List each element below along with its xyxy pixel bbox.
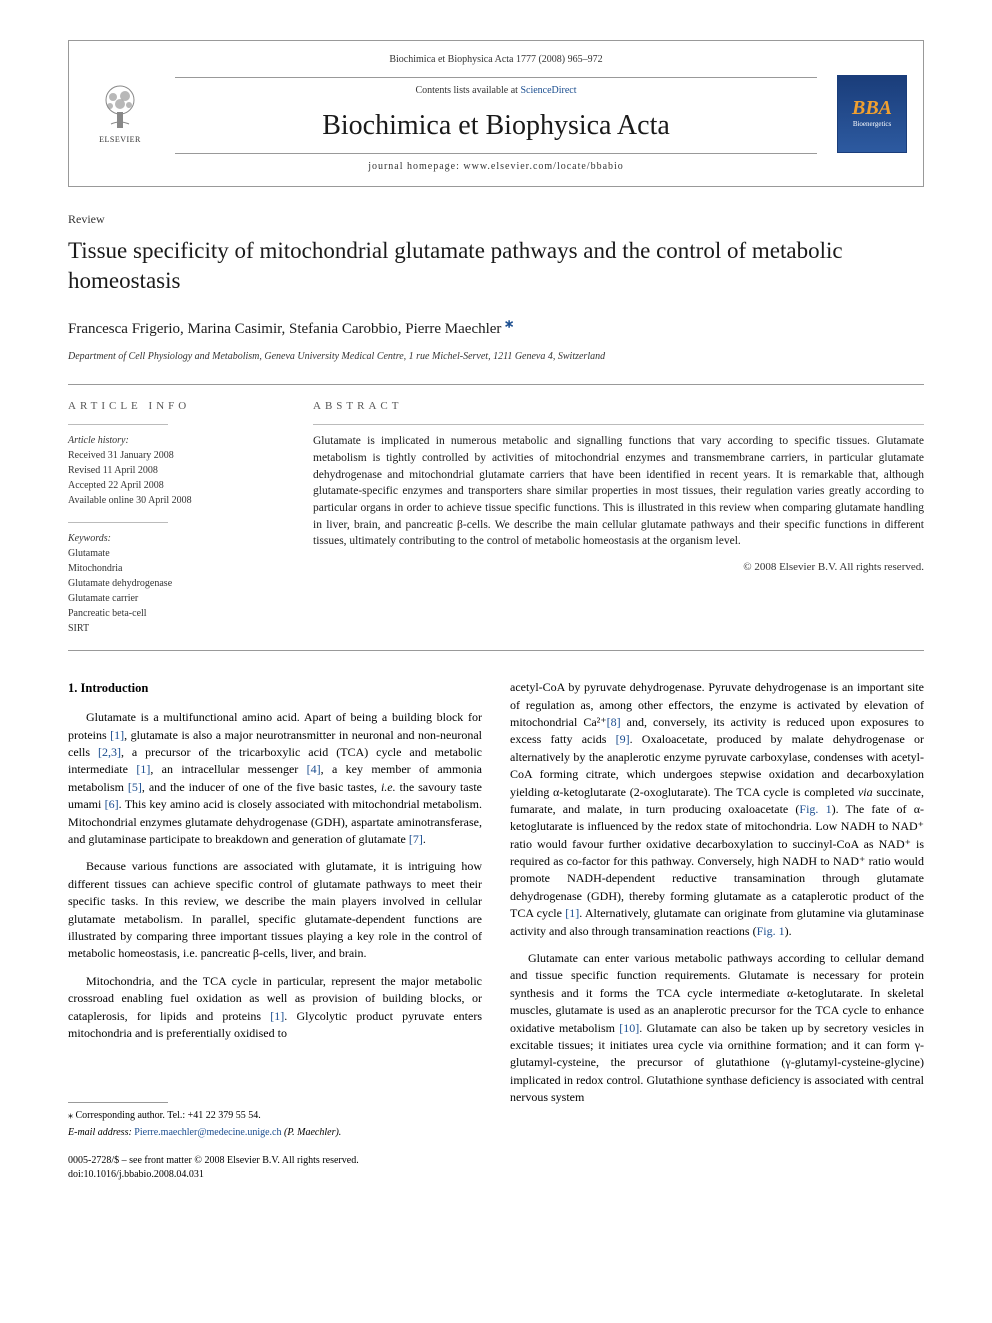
authors-line: Francesca Frigerio, Marina Casimir, Stef… — [68, 312, 924, 340]
body-column-left: 1. Introduction Glutamate is a multifunc… — [68, 679, 482, 1140]
bba-logo-small: Bioenergetics — [853, 120, 891, 130]
ref-link[interactable]: [1] — [565, 906, 579, 920]
issn-copyright-line: 0005-2728/$ – see front matter © 2008 El… — [68, 1154, 359, 1168]
abstract-heading: ABSTRACT — [313, 399, 924, 414]
email-label: E-mail address: — [68, 1127, 132, 1138]
contents-prefix: Contents lists available at — [415, 85, 520, 96]
ref-link[interactable]: [1] — [136, 762, 150, 776]
ref-link[interactable]: [2,3] — [98, 745, 121, 759]
info-abstract-row: ARTICLE INFO Article history: Received 3… — [68, 384, 924, 651]
ref-link[interactable]: [1] — [110, 728, 124, 742]
keyword-item: Pancreatic beta-cell — [68, 606, 273, 621]
keyword-item: Mitochondria — [68, 561, 273, 576]
authors-names: Francesca Frigerio, Marina Casimir, Stef… — [68, 321, 501, 337]
history-received: Received 31 January 2008 — [68, 448, 273, 463]
body-paragraph: Because various functions are associated… — [68, 858, 482, 962]
email-note: E-mail address: Pierre.maechler@medecine… — [68, 1126, 482, 1141]
contents-line: Contents lists available at ScienceDirec… — [175, 84, 817, 98]
elsevier-label: ELSEVIER — [99, 134, 141, 145]
abstract-column: ABSTRACT Glutamate is implicated in nume… — [313, 399, 924, 636]
citation-line: Biochimica et Biophysica Acta 1777 (2008… — [175, 53, 817, 67]
keywords-label: Keywords: — [68, 531, 273, 546]
elsevier-logo: ELSEVIER — [85, 75, 155, 153]
abstract-text: Glutamate is implicated in numerous meta… — [313, 433, 924, 550]
history-available: Available online 30 April 2008 — [68, 493, 273, 508]
ref-link[interactable]: [5] — [128, 780, 142, 794]
keywords-block: Keywords: Glutamate Mitochondria Glutama… — [68, 531, 273, 636]
keyword-item: Glutamate — [68, 546, 273, 561]
ref-link[interactable]: [4] — [307, 762, 321, 776]
figure-link[interactable]: Fig. 1 — [757, 924, 785, 938]
article-history: Article history: Received 31 January 200… — [68, 433, 273, 508]
journal-header-banner: ELSEVIER Biochimica et Biophysica Acta 1… — [68, 40, 924, 187]
affiliation: Department of Cell Physiology and Metabo… — [68, 350, 924, 364]
ref-link[interactable]: [10] — [619, 1021, 639, 1035]
ref-link[interactable]: [9] — [616, 732, 630, 746]
figure-link[interactable]: Fig. 1 — [799, 802, 831, 816]
elsevier-tree-icon — [95, 82, 145, 132]
body-paragraph: acetyl-CoA by pyruvate dehydrogenase. Py… — [510, 679, 924, 940]
article-info-heading: ARTICLE INFO — [68, 399, 273, 414]
keyword-item: SIRT — [68, 621, 273, 636]
article-type: Review — [68, 211, 924, 228]
section-heading-intro: 1. Introduction — [68, 679, 482, 697]
body-column-right: acetyl-CoA by pyruvate dehydrogenase. Py… — [510, 679, 924, 1140]
bba-logo: BBA Bioenergetics — [837, 75, 907, 153]
journal-title: Biochimica et Biophysica Acta — [175, 106, 817, 145]
ref-link[interactable]: [7] — [409, 832, 423, 846]
ref-link[interactable]: [1] — [270, 1009, 284, 1023]
page-footer: 0005-2728/$ – see front matter © 2008 El… — [68, 1154, 924, 1182]
body-paragraph: Glutamate is a multifunctional amino aci… — [68, 709, 482, 848]
bba-logo-big: BBA — [852, 98, 892, 118]
keyword-item: Glutamate carrier — [68, 591, 273, 606]
email-suffix: (P. Maechler). — [282, 1127, 342, 1138]
doi-line: doi:10.1016/j.bbabio.2008.04.031 — [68, 1168, 359, 1182]
corresponding-author-note: ⁎ Corresponding author. Tel.: +41 22 379… — [68, 1109, 482, 1124]
history-label: Article history: — [68, 433, 273, 448]
banner-center: Biochimica et Biophysica Acta 1777 (2008… — [155, 53, 837, 174]
body-paragraph: Glutamate can enter various metabolic pa… — [510, 950, 924, 1107]
body-columns: 1. Introduction Glutamate is a multifunc… — [68, 679, 924, 1140]
corresponding-mark: ⁎ — [505, 314, 513, 331]
sciencedirect-link[interactable]: ScienceDirect — [520, 85, 576, 96]
ref-link[interactable]: [6] — [105, 797, 119, 811]
journal-homepage: journal homepage: www.elsevier.com/locat… — [175, 160, 817, 174]
body-paragraph: Mitochondria, and the TCA cycle in parti… — [68, 973, 482, 1043]
history-revised: Revised 11 April 2008 — [68, 463, 273, 478]
article-title: Tissue specificity of mitochondrial glut… — [68, 236, 924, 296]
history-accepted: Accepted 22 April 2008 — [68, 478, 273, 493]
ref-link[interactable]: [8] — [607, 715, 621, 729]
footer-left: 0005-2728/$ – see front matter © 2008 El… — [68, 1154, 359, 1182]
keyword-item: Glutamate dehydrogenase — [68, 576, 273, 591]
abstract-copyright: © 2008 Elsevier B.V. All rights reserved… — [313, 560, 924, 575]
article-info-column: ARTICLE INFO Article history: Received 3… — [68, 399, 273, 636]
corresponding-email-link[interactable]: Pierre.maechler@medecine.unige.ch — [134, 1127, 281, 1138]
